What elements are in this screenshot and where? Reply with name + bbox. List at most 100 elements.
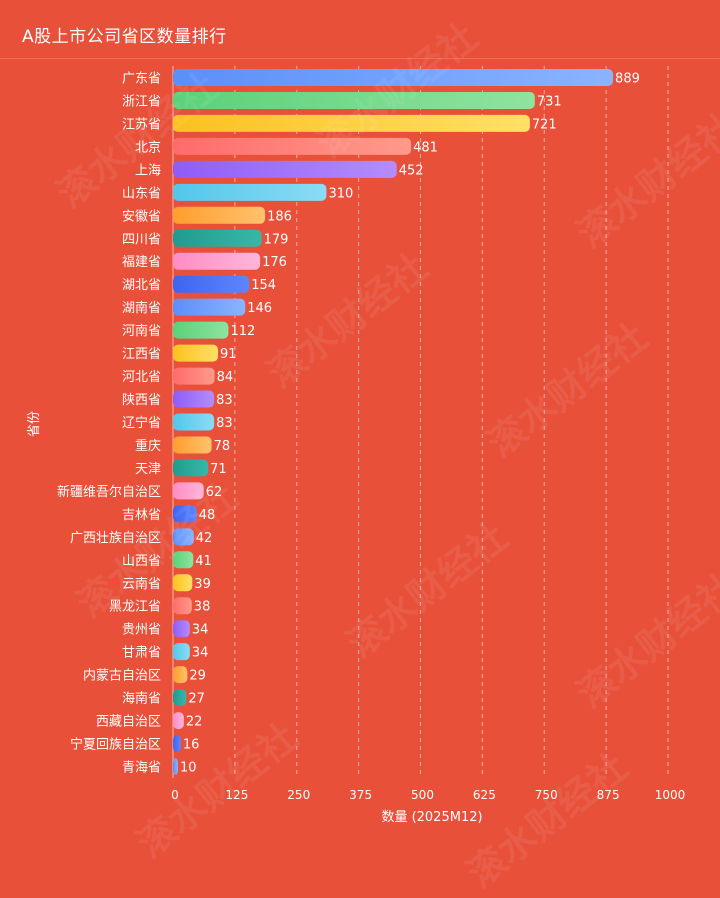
bar-28 xyxy=(173,712,184,730)
value-label: 38 xyxy=(194,600,211,615)
y-tick-label: 上海 xyxy=(135,163,161,178)
value-label: 39 xyxy=(194,577,211,592)
x-tick-labels: 0 125 250 375 500 625 750 875 1000 xyxy=(171,788,685,802)
bar-1 xyxy=(173,91,535,109)
value-label: 16 xyxy=(183,738,200,753)
y-tick-label: 山东省 xyxy=(122,186,161,201)
bar-3 xyxy=(173,137,412,155)
bar-27 xyxy=(173,689,187,707)
y-tick-label: 重庆 xyxy=(135,438,161,454)
bar-11 xyxy=(173,321,229,339)
value-label: 42 xyxy=(196,531,213,546)
bars xyxy=(173,68,614,776)
value-label: 83 xyxy=(216,393,233,408)
bar-0 xyxy=(173,68,614,86)
y-tick-label: 河北省 xyxy=(122,370,161,385)
y-tick-label: 浙江省 xyxy=(122,94,161,109)
y-tick-label: 广西壮族自治区 xyxy=(70,530,161,546)
y-tick-label: 广东省 xyxy=(122,71,161,86)
value-label: 22 xyxy=(186,715,203,730)
bar-22 xyxy=(173,574,193,592)
bar-21 xyxy=(173,551,194,569)
value-label: 48 xyxy=(199,508,216,523)
y-tick-label: 江西省 xyxy=(122,347,161,362)
y-tick-label: 湖南省 xyxy=(122,300,161,316)
bar-chart: 广东省浙江省江苏省北京上海山东省安徽省四川省福建省湖北省湖南省河南省江西省河北省… xyxy=(27,66,685,825)
x-tick-label: 250 xyxy=(287,788,310,802)
y-tick-label: 云南省 xyxy=(122,576,161,592)
bar-2 xyxy=(173,114,530,132)
value-label: 310 xyxy=(328,186,353,201)
x-tick-label: 750 xyxy=(535,788,558,802)
value-label: 154 xyxy=(251,278,276,293)
x-tick-label: 375 xyxy=(349,788,372,802)
x-tick-label: 500 xyxy=(411,788,434,802)
bar-12 xyxy=(173,344,219,362)
value-label: 62 xyxy=(206,485,223,500)
y-tick-label: 甘肃省 xyxy=(122,646,161,661)
x-tick-label: 0 xyxy=(171,788,179,802)
value-labels: 889 731 721 481 452 310 186 179 176 154 146 112 91 84… xyxy=(180,71,640,775)
y-tick-label: 青海省 xyxy=(122,761,161,776)
value-label: 112 xyxy=(230,324,255,339)
value-label: 452 xyxy=(399,163,424,178)
y-tick-label: 江苏省 xyxy=(122,116,161,132)
bar-14 xyxy=(173,390,215,408)
y-tick-label: 新疆维吾尔自治区 xyxy=(57,484,161,500)
y-tick-label: 陕西省 xyxy=(122,393,161,408)
y-tick-labels: 广东省浙江省江苏省北京上海山东省安徽省四川省福建省湖北省湖南省河南省江西省河北省… xyxy=(57,71,161,775)
y-tick-label: 安徽省 xyxy=(122,209,161,224)
bar-16 xyxy=(173,436,212,454)
y-tick-label: 吉林省 xyxy=(122,508,161,523)
bar-30 xyxy=(173,758,178,776)
y-tick-label: 湖北省 xyxy=(122,278,161,293)
bar-13 xyxy=(173,367,215,385)
chart-header: A股上市公司省区数量排行 xyxy=(0,0,720,59)
x-tick-label: 625 xyxy=(473,788,496,802)
y-tick-label: 西藏自治区 xyxy=(96,715,161,730)
y-tick-label: 海南省 xyxy=(122,691,161,707)
bar-9 xyxy=(173,275,250,293)
value-label: 179 xyxy=(264,232,289,247)
bar-5 xyxy=(173,183,327,201)
bar-18 xyxy=(173,482,204,500)
bar-4 xyxy=(173,160,397,178)
value-label: 34 xyxy=(192,623,209,638)
chart-title: A股上市公司省区数量排行 xyxy=(22,27,227,47)
value-label: 78 xyxy=(214,439,231,454)
value-label: 91 xyxy=(220,347,237,362)
value-label: 481 xyxy=(413,140,438,155)
bar-17 xyxy=(173,459,209,477)
y-tick-label: 辽宁省 xyxy=(122,415,161,431)
value-label: 146 xyxy=(247,301,272,316)
y-tick-label: 贵州省 xyxy=(122,623,161,638)
gridlines xyxy=(172,66,669,778)
bar-19 xyxy=(173,505,197,523)
y-tick-label: 黑龙江省 xyxy=(109,600,161,615)
value-label: 176 xyxy=(262,255,287,270)
value-label: 83 xyxy=(216,416,233,431)
x-tick-label: 875 xyxy=(597,788,620,802)
x-tick-label: 1000 xyxy=(655,788,686,802)
bar-23 xyxy=(173,597,192,615)
value-label: 10 xyxy=(180,761,197,776)
y-tick-label: 河南省 xyxy=(122,323,161,339)
value-label: 84 xyxy=(217,370,234,385)
y-tick-label: 北京 xyxy=(135,140,161,155)
value-label: 71 xyxy=(210,462,227,477)
bar-20 xyxy=(173,528,194,546)
y-tick-label: 山西省 xyxy=(122,554,161,569)
y-tick-label: 天津 xyxy=(135,462,161,477)
x-tick-label: 125 xyxy=(225,788,248,802)
x-axis-title: 数量 (2025M12) xyxy=(381,810,482,825)
bar-25 xyxy=(173,643,190,661)
value-label: 186 xyxy=(267,209,292,224)
y-tick-label: 四川省 xyxy=(122,232,161,247)
bar-26 xyxy=(173,666,188,684)
y-tick-label: 宁夏回族自治区 xyxy=(70,737,161,753)
bar-15 xyxy=(173,413,215,431)
bar-8 xyxy=(173,252,261,270)
bar-7 xyxy=(173,229,262,247)
value-label: 721 xyxy=(532,117,557,132)
